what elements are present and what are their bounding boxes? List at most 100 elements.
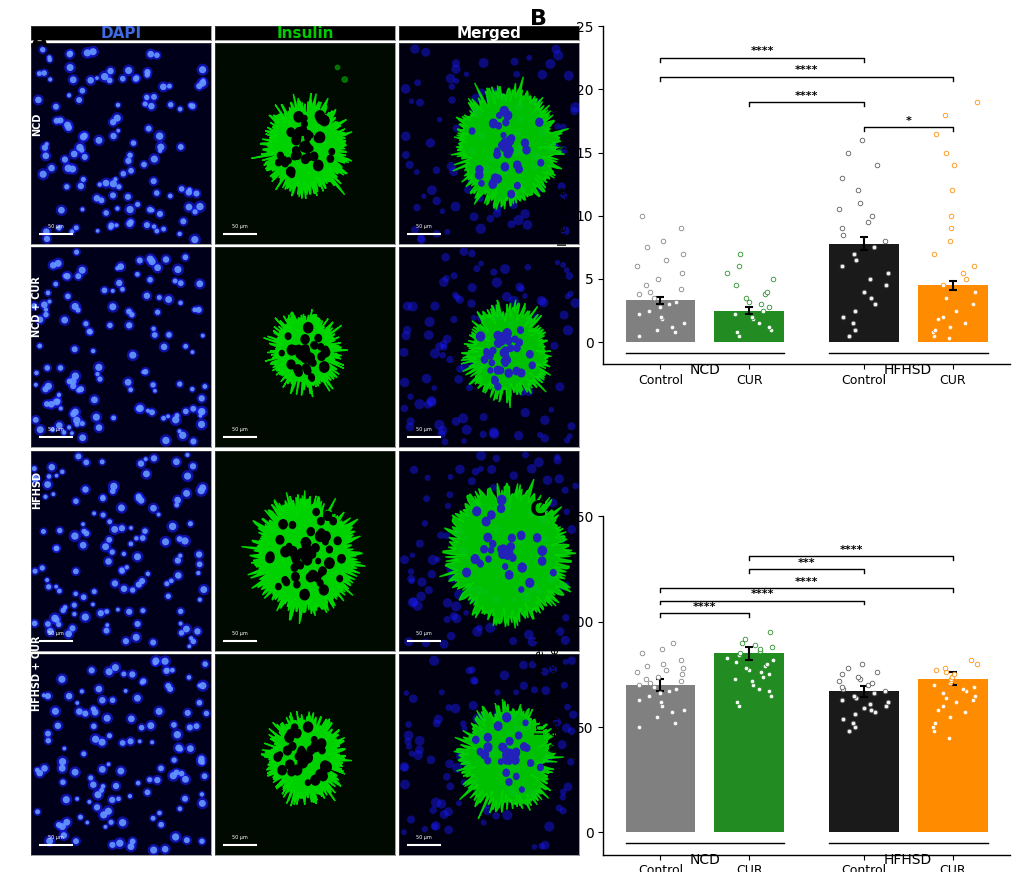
Point — [143, 99, 159, 113]
Point — [88, 410, 104, 424]
Circle shape — [317, 580, 323, 586]
Point — [435, 807, 451, 821]
Point — [467, 465, 483, 479]
Circle shape — [512, 336, 518, 343]
Point — [130, 577, 147, 591]
Point — [72, 179, 89, 193]
Point — [633, 646, 649, 660]
Point — [498, 499, 515, 513]
Point — [50, 719, 66, 732]
Circle shape — [497, 505, 504, 513]
Point — [197, 769, 213, 783]
Point — [96, 283, 112, 297]
Point — [122, 521, 139, 535]
Circle shape — [288, 742, 296, 750]
Point — [482, 621, 498, 635]
Point — [534, 125, 550, 139]
Point — [177, 250, 194, 264]
Circle shape — [293, 364, 302, 374]
Text: DAPI: DAPI — [100, 25, 142, 41]
Point — [833, 680, 849, 694]
Point — [630, 287, 646, 301]
Point — [485, 480, 501, 494]
Point — [464, 247, 480, 261]
Point — [674, 266, 690, 280]
Point — [51, 388, 67, 402]
Point — [56, 828, 72, 842]
Circle shape — [503, 149, 512, 158]
Circle shape — [319, 772, 327, 780]
Point — [937, 665, 954, 679]
Point — [544, 496, 560, 510]
Point — [656, 664, 673, 678]
Point — [38, 382, 54, 396]
Point — [37, 140, 53, 154]
Point — [74, 84, 91, 98]
Point — [131, 254, 148, 268]
Point — [144, 735, 160, 749]
Point — [142, 273, 158, 287]
Circle shape — [303, 753, 312, 763]
Point — [32, 339, 48, 353]
Point — [36, 297, 52, 311]
Point — [514, 385, 530, 399]
Point — [833, 221, 849, 235]
Point — [157, 654, 173, 668]
Point — [476, 726, 492, 739]
Point — [105, 129, 121, 143]
Point — [760, 667, 776, 681]
Point — [122, 537, 139, 551]
Point — [444, 571, 461, 585]
Point — [834, 682, 850, 696]
Circle shape — [493, 331, 500, 339]
Point — [73, 685, 90, 698]
Circle shape — [302, 115, 307, 121]
Point — [105, 411, 121, 425]
Point — [429, 552, 445, 566]
Circle shape — [505, 571, 513, 579]
Point — [97, 820, 113, 834]
Point — [75, 746, 92, 760]
Point — [178, 487, 195, 501]
Circle shape — [266, 554, 274, 562]
Point — [184, 382, 201, 396]
Point — [144, 405, 160, 419]
Point — [105, 484, 121, 498]
Point — [936, 107, 953, 121]
Point — [156, 340, 172, 354]
Point — [502, 317, 519, 331]
Point — [64, 162, 81, 176]
Point — [172, 604, 189, 618]
Point — [65, 374, 82, 388]
Point — [924, 678, 941, 692]
Point — [87, 392, 103, 406]
Point — [924, 720, 941, 734]
Point — [93, 194, 109, 208]
Point — [512, 280, 528, 294]
Point — [144, 405, 160, 419]
Circle shape — [302, 344, 309, 353]
Point — [149, 773, 165, 787]
Point — [26, 617, 43, 630]
Circle shape — [521, 140, 528, 146]
Point — [458, 67, 474, 81]
Point — [74, 84, 91, 98]
Point — [47, 705, 63, 719]
Point — [68, 245, 85, 259]
Point — [139, 92, 155, 106]
Polygon shape — [450, 77, 569, 209]
Point — [190, 624, 206, 638]
Point — [101, 533, 117, 547]
Circle shape — [494, 384, 500, 390]
Point — [39, 232, 55, 246]
Point — [110, 98, 126, 112]
Circle shape — [309, 551, 315, 558]
Point — [450, 588, 467, 602]
Point — [159, 576, 175, 590]
Point — [630, 678, 646, 692]
Circle shape — [502, 756, 510, 764]
Point — [648, 323, 664, 337]
Point — [118, 561, 135, 575]
Point — [866, 705, 882, 719]
Point — [731, 247, 747, 261]
